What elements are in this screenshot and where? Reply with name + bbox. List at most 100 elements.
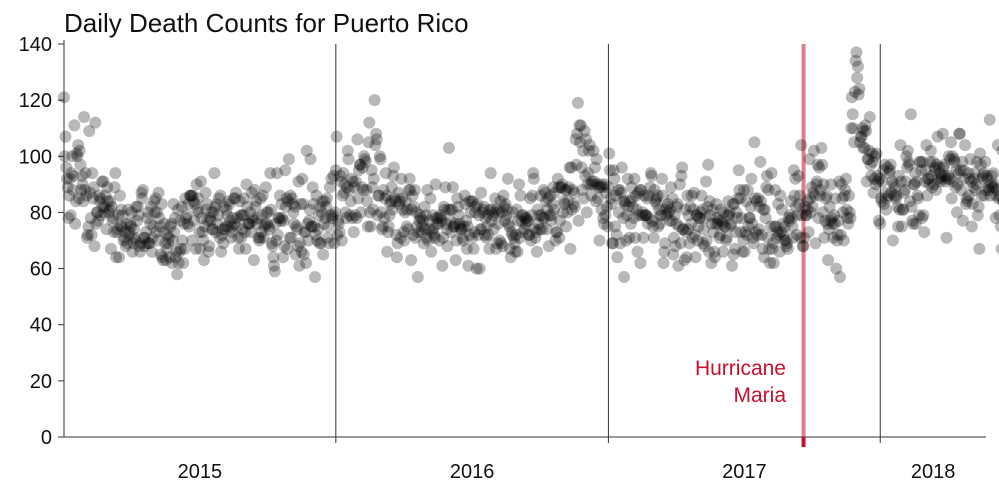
data-point (646, 214, 659, 227)
data-point (761, 231, 774, 244)
data-point (438, 203, 451, 216)
data-point (930, 184, 943, 196)
data-point (730, 206, 743, 219)
data-point (569, 133, 582, 146)
data-point (193, 226, 206, 239)
data-point (888, 189, 901, 202)
data-point (67, 169, 80, 182)
data-point (844, 212, 857, 224)
data-point (740, 195, 753, 208)
data-point (653, 203, 666, 216)
data-point (791, 209, 804, 222)
data-point (929, 164, 942, 177)
data-point (676, 223, 689, 236)
data-point (903, 158, 916, 171)
data-point (615, 186, 628, 199)
data-point (802, 195, 814, 208)
data-point (250, 217, 263, 230)
data-point (550, 226, 563, 239)
data-point (579, 169, 592, 182)
data-point (119, 240, 132, 253)
data-point (529, 231, 542, 244)
data-point (822, 254, 835, 267)
data-point (925, 169, 938, 182)
data-point (753, 200, 766, 213)
data-point (527, 172, 540, 185)
data-point (713, 231, 726, 244)
data-point (959, 198, 972, 210)
data-point (654, 209, 667, 222)
data-point (776, 217, 789, 230)
data-point (545, 209, 558, 222)
data-point (723, 209, 736, 222)
data-point (116, 220, 129, 233)
data-point (341, 144, 354, 157)
data-point (349, 209, 362, 222)
data-point (94, 192, 107, 205)
data-point (338, 178, 351, 191)
data-point (990, 189, 999, 202)
data-point (630, 203, 643, 216)
data-point (268, 265, 281, 278)
data-point (551, 172, 564, 185)
data-point (784, 195, 797, 208)
data-point (163, 231, 175, 244)
data-point (621, 172, 634, 185)
data-point (123, 226, 136, 239)
data-point (779, 234, 792, 247)
data-point (904, 195, 916, 208)
data-point (234, 209, 247, 222)
data-point (952, 167, 965, 180)
data-point (833, 175, 846, 188)
data-point (436, 259, 449, 272)
data-point (710, 198, 723, 210)
data-point (679, 226, 692, 239)
data-point (561, 206, 574, 219)
data-point (68, 119, 81, 132)
data-point (638, 209, 651, 222)
data-point (454, 220, 467, 233)
data-point (344, 195, 357, 208)
data-point (422, 223, 435, 236)
data-point (471, 198, 484, 210)
data-point (455, 223, 468, 236)
data-point (703, 245, 715, 258)
data-point (291, 223, 304, 236)
data-point (851, 60, 864, 73)
data-point (539, 186, 552, 199)
data-point (308, 220, 321, 233)
data-point (819, 192, 832, 205)
data-point (429, 178, 442, 191)
data-point (806, 200, 819, 213)
data-point (800, 209, 813, 222)
data-point (430, 212, 443, 224)
data-point (352, 192, 365, 205)
data-point (173, 245, 186, 258)
data-point (798, 231, 811, 244)
data-point (964, 153, 977, 166)
y-tick-label: 40 (30, 315, 52, 337)
data-point (834, 228, 847, 241)
data-point (544, 189, 557, 202)
data-point (122, 228, 135, 241)
data-point (817, 178, 830, 191)
data-point (261, 217, 274, 230)
data-point (63, 189, 76, 202)
data-point (911, 189, 924, 202)
data-point (142, 206, 155, 219)
data-point (76, 178, 89, 191)
data-point (869, 178, 882, 191)
data-point (784, 209, 797, 222)
data-point (243, 217, 256, 230)
data-point (735, 212, 748, 224)
data-point (278, 240, 291, 253)
data-point (898, 184, 911, 196)
data-point (256, 209, 269, 222)
data-point (679, 203, 692, 216)
data-point (729, 242, 741, 255)
data-point (855, 130, 868, 143)
data-point (659, 237, 671, 250)
data-point (935, 172, 948, 185)
data-point (391, 237, 404, 250)
data-point (896, 203, 909, 216)
